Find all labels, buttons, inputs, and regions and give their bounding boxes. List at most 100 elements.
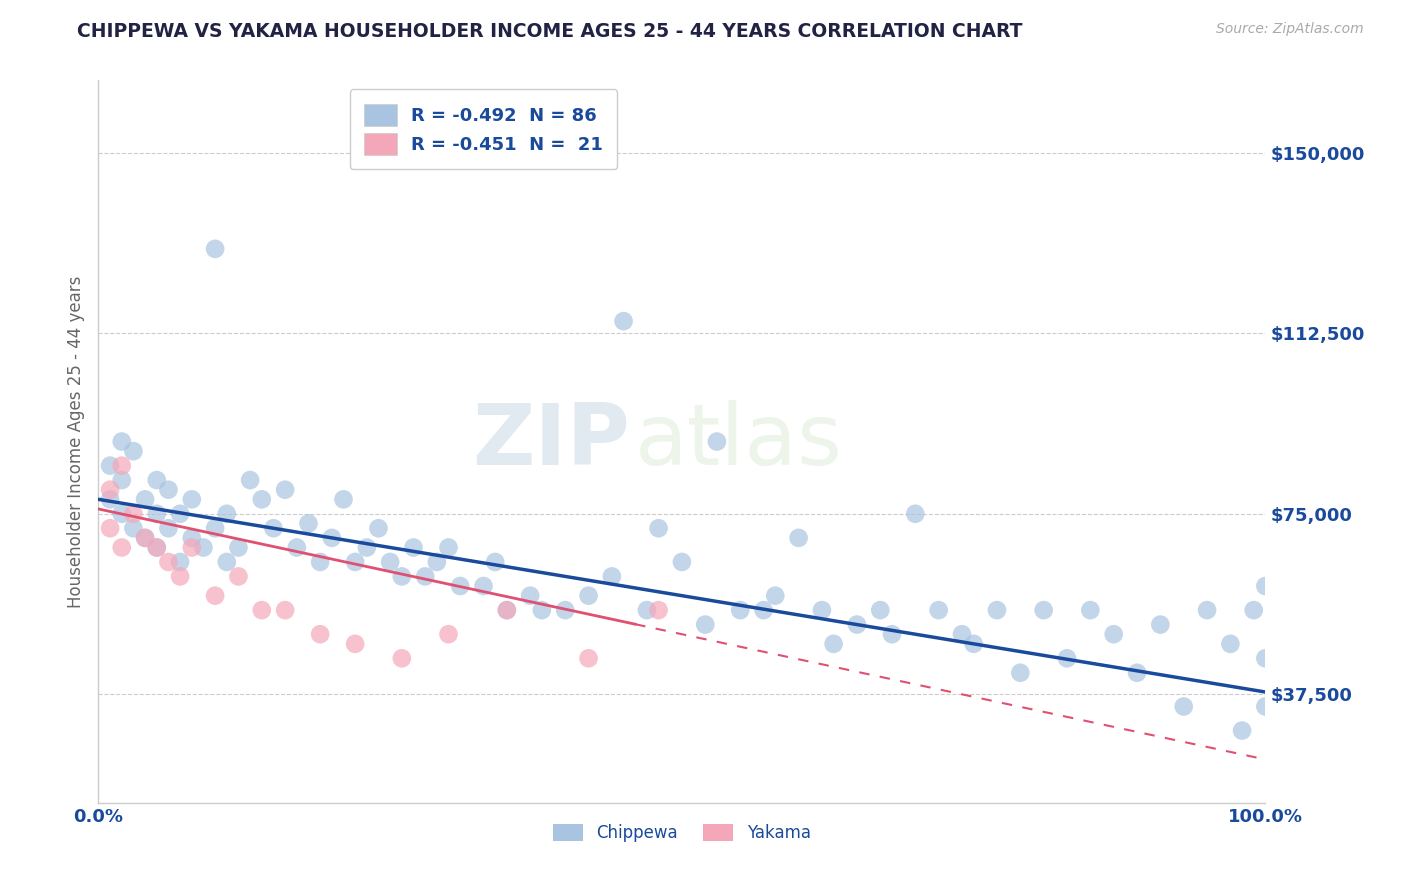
Point <box>228 569 250 583</box>
Text: ZIP: ZIP <box>471 400 630 483</box>
Point <box>204 589 226 603</box>
Point <box>169 569 191 583</box>
Point <box>647 603 669 617</box>
Point <box>1149 617 1171 632</box>
Point <box>204 242 226 256</box>
Text: Source: ZipAtlas.com: Source: ZipAtlas.com <box>1216 22 1364 37</box>
Point <box>636 603 658 617</box>
Point <box>1173 699 1195 714</box>
Point <box>321 531 343 545</box>
Point <box>157 521 180 535</box>
Point <box>437 541 460 555</box>
Point <box>180 531 202 545</box>
Point <box>1254 699 1277 714</box>
Point <box>274 603 297 617</box>
Point <box>530 603 553 617</box>
Point <box>193 541 215 555</box>
Point <box>122 521 145 535</box>
Point <box>763 589 786 603</box>
Point <box>380 555 402 569</box>
Point <box>344 555 367 569</box>
Point <box>111 507 134 521</box>
Point <box>730 603 752 617</box>
Point <box>1032 603 1054 617</box>
Point <box>180 541 202 555</box>
Point <box>146 507 169 521</box>
Point <box>274 483 297 497</box>
Point <box>297 516 319 531</box>
Point <box>986 603 1008 617</box>
Point <box>180 492 202 507</box>
Point <box>134 531 156 545</box>
Point <box>332 492 354 507</box>
Point <box>134 531 156 545</box>
Point <box>880 627 903 641</box>
Point <box>134 492 156 507</box>
Y-axis label: Householder Income Ages 25 - 44 years: Householder Income Ages 25 - 44 years <box>66 276 84 607</box>
Point <box>1219 637 1241 651</box>
Point <box>344 637 367 651</box>
Point <box>239 473 262 487</box>
Point <box>356 541 378 555</box>
Point <box>262 521 284 535</box>
Point <box>1230 723 1253 738</box>
Point <box>111 541 134 555</box>
Point <box>846 617 869 632</box>
Point <box>228 541 250 555</box>
Point <box>215 555 238 569</box>
Point <box>472 579 495 593</box>
Point <box>111 473 134 487</box>
Point <box>1254 651 1277 665</box>
Point <box>706 434 728 449</box>
Point <box>962 637 984 651</box>
Point <box>519 589 541 603</box>
Point <box>484 555 506 569</box>
Point <box>122 507 145 521</box>
Legend: Chippewa, Yakama: Chippewa, Yakama <box>547 817 817 848</box>
Point <box>787 531 810 545</box>
Point <box>600 569 623 583</box>
Point <box>169 555 191 569</box>
Point <box>157 483 180 497</box>
Point <box>496 603 519 617</box>
Point <box>671 555 693 569</box>
Point <box>1080 603 1102 617</box>
Point <box>391 651 413 665</box>
Point <box>950 627 973 641</box>
Point <box>1102 627 1125 641</box>
Point <box>578 589 600 603</box>
Point <box>647 521 669 535</box>
Point <box>111 434 134 449</box>
Point <box>146 541 169 555</box>
Point <box>578 651 600 665</box>
Point <box>402 541 425 555</box>
Point <box>413 569 436 583</box>
Point <box>309 555 332 569</box>
Point <box>1254 579 1277 593</box>
Point <box>1243 603 1265 617</box>
Point <box>1010 665 1032 680</box>
Point <box>250 603 273 617</box>
Point <box>823 637 845 651</box>
Point <box>426 555 449 569</box>
Text: atlas: atlas <box>636 400 844 483</box>
Point <box>904 507 927 521</box>
Text: CHIPPEWA VS YAKAMA HOUSEHOLDER INCOME AGES 25 - 44 YEARS CORRELATION CHART: CHIPPEWA VS YAKAMA HOUSEHOLDER INCOME AG… <box>77 22 1022 41</box>
Point <box>695 617 717 632</box>
Point <box>146 541 169 555</box>
Point <box>391 569 413 583</box>
Point <box>811 603 834 617</box>
Point <box>1126 665 1149 680</box>
Point <box>437 627 460 641</box>
Point <box>157 555 180 569</box>
Point <box>146 473 169 487</box>
Point <box>367 521 389 535</box>
Point <box>111 458 134 473</box>
Point <box>613 314 636 328</box>
Point <box>169 507 191 521</box>
Point <box>752 603 775 617</box>
Point <box>98 492 121 507</box>
Point <box>1195 603 1218 617</box>
Point <box>122 444 145 458</box>
Point <box>215 507 238 521</box>
